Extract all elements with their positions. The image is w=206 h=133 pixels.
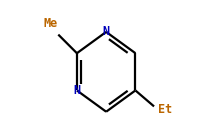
Text: Et: Et [157,103,171,116]
Text: N: N [73,84,80,97]
Text: Me: Me [43,17,57,30]
Text: N: N [102,25,109,38]
